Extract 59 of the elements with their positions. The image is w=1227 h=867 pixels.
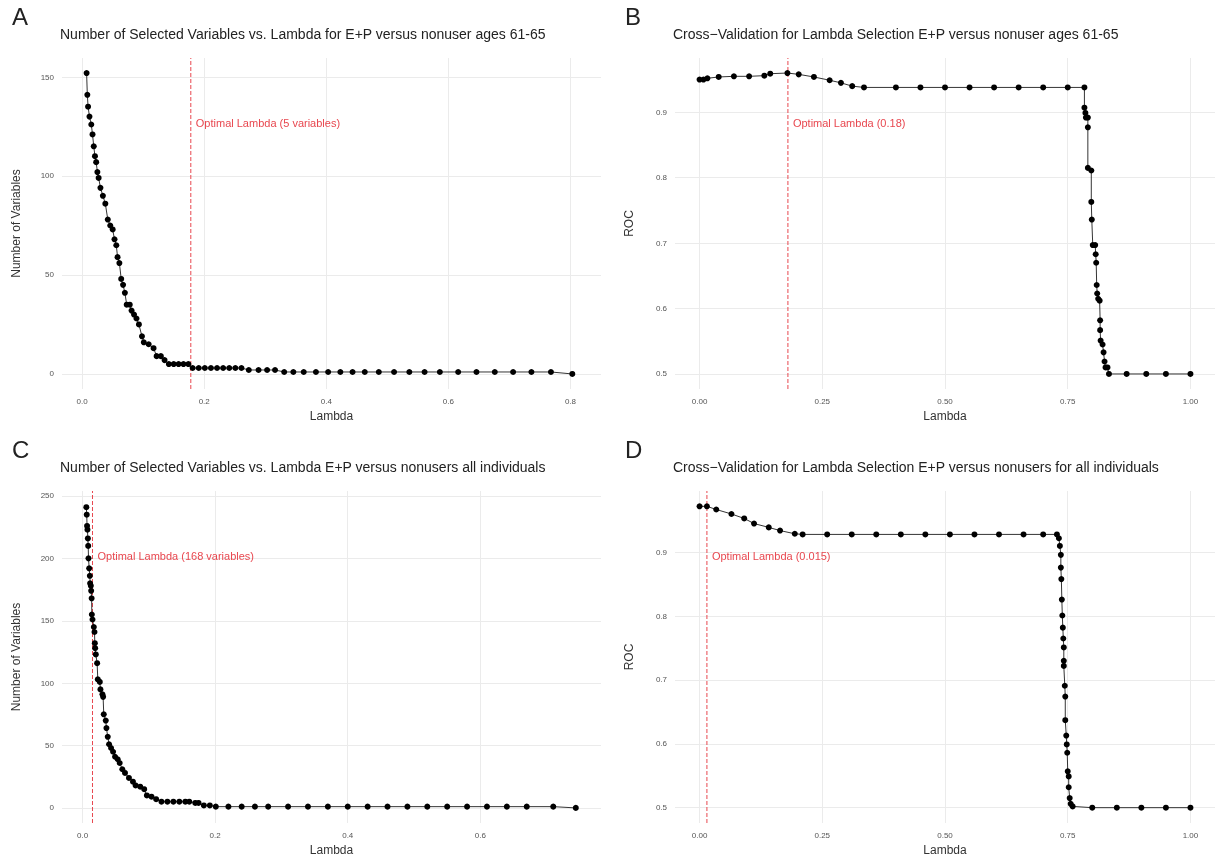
x-tick-label: 0.0 <box>76 830 89 840</box>
x-tick-label: 1.00 <box>1182 830 1199 840</box>
y-tick-label: 0.6 <box>655 739 668 749</box>
y-tick-label: 150 <box>40 72 55 82</box>
x-tick-label: 0.50 <box>937 396 954 406</box>
x-tick-label: 0.6 <box>474 830 487 840</box>
y-tick-label: 0.7 <box>655 675 668 685</box>
x-tick-label: 0.4 <box>342 830 354 840</box>
y-tick-label: 250 <box>40 491 55 501</box>
y-tick-label: 200 <box>40 553 55 563</box>
y-tick-label: 0.5 <box>655 803 668 813</box>
x-axis-title: Lambda <box>923 842 967 857</box>
y-tick-label: 0 <box>49 803 55 813</box>
y-tick-label: 0 <box>49 369 55 379</box>
x-axis-title: Lambda <box>309 842 354 857</box>
x-tick-label: 0.25 <box>814 396 831 406</box>
x-axis-title: Lambda <box>923 408 967 423</box>
x-axis-title: Lambda <box>309 408 354 423</box>
y-tick-label: 100 <box>40 171 55 181</box>
y-tick-label: 0.8 <box>655 173 668 183</box>
x-tick-label: 1.00 <box>1182 396 1199 406</box>
ref-line-label: Optimal Lambda (0.015) <box>711 549 831 562</box>
y-axis-title: Number of Variables <box>9 602 23 712</box>
y-tick-label: 50 <box>45 270 55 280</box>
x-tick-label: 0.00 <box>691 830 708 840</box>
chart-title: Number of Selected Variables vs. Lambda E+P versus nonusers all individuals <box>60 459 546 475</box>
y-tick-label: 50 <box>45 741 55 751</box>
y-tick-label: 0.9 <box>655 547 668 557</box>
x-tick-label: 0.75 <box>1059 396 1077 406</box>
x-tick-label: 0.6 <box>442 396 455 406</box>
y-axis-title: ROC <box>622 643 636 671</box>
text: A <box>12 2 29 30</box>
x-tick-label: 0.4 <box>320 396 333 406</box>
chart-title: Number of Selected Variables vs. Lambda for E+P versus nonuser ages 61-65 <box>60 26 546 42</box>
y-tick-label: 0.6 <box>655 304 668 314</box>
x-tick-label: 0.2 <box>198 396 211 406</box>
y-tick-label: 0.5 <box>655 369 668 379</box>
y-tick-label: 150 <box>40 616 55 626</box>
y-axis-title: Number of Variables <box>9 169 23 278</box>
x-tick-label: 0.50 <box>937 830 954 840</box>
x-tick-label: 0.0 <box>76 396 89 406</box>
text: D <box>625 435 643 463</box>
chart-title: Cross−Validation for Lambda Selection E+P versus nonuser ages 61-65 <box>673 26 1119 42</box>
y-axis-title: ROC <box>622 209 636 237</box>
x-tick-label: 0.2 <box>209 830 222 840</box>
ref-line-label: Optimal Lambda (5 variables) <box>195 116 341 129</box>
x-tick-label: 0.8 <box>564 396 577 406</box>
ref-line-label: Optimal Lambda (168 variables) <box>97 549 255 562</box>
x-tick-label: 0.00 <box>691 396 708 406</box>
y-tick-label: 100 <box>40 678 55 688</box>
text: B <box>625 2 642 30</box>
x-tick-label: 0.75 <box>1059 830 1077 840</box>
y-tick-label: 0.8 <box>655 611 668 621</box>
x-tick-label: 0.25 <box>814 830 831 840</box>
y-tick-label: 0.9 <box>655 107 668 117</box>
ref-line-label: Optimal Lambda (0.18) <box>792 116 906 129</box>
y-tick-label: 0.7 <box>655 238 668 248</box>
chart-title: Cross−Validation for Lambda Selection E+P versus nonusers for all individuals <box>673 459 1159 475</box>
text: C <box>12 435 30 463</box>
